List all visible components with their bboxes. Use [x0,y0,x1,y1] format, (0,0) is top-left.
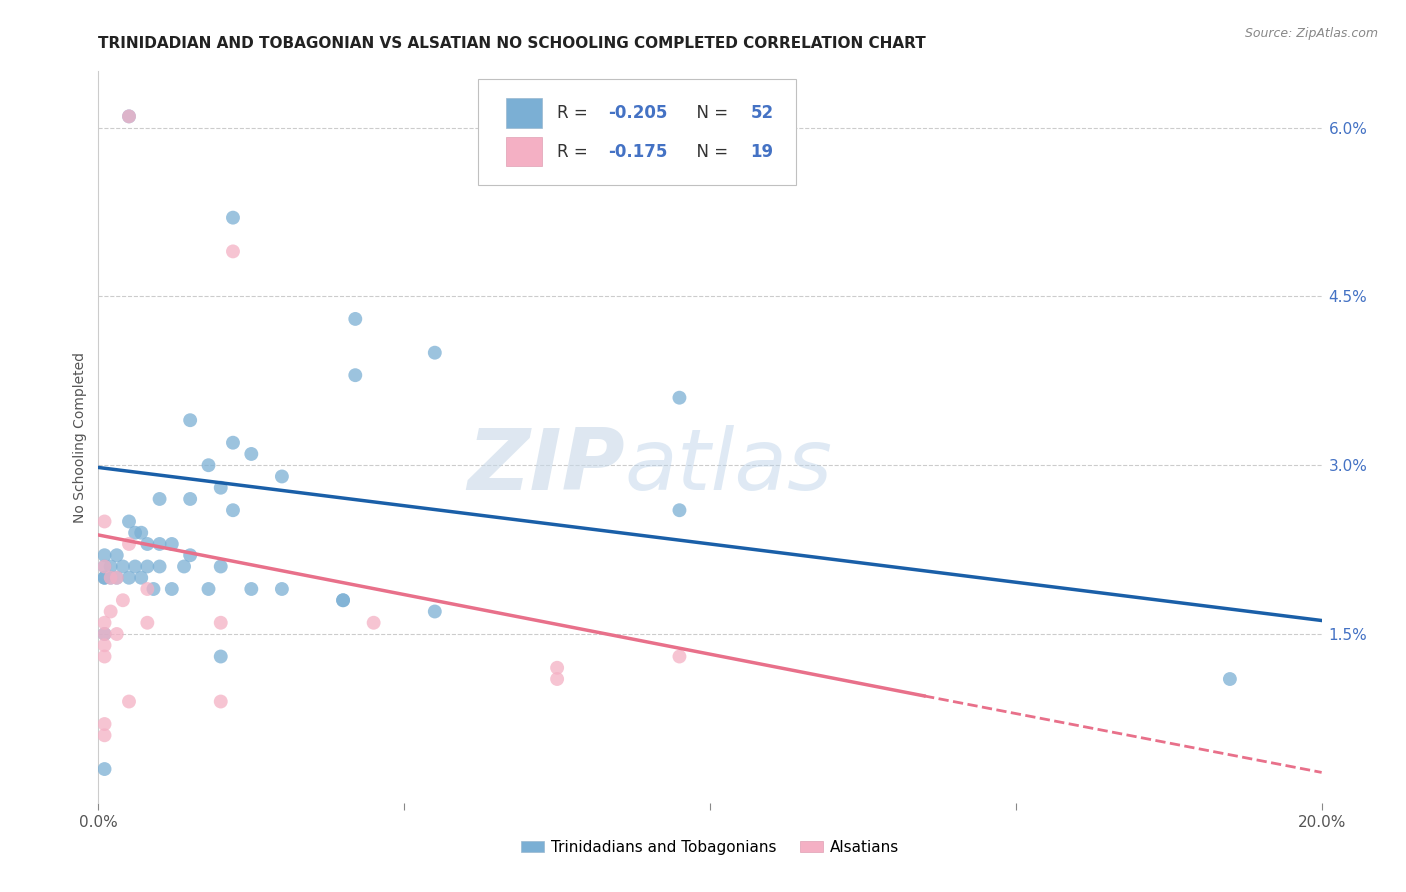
Point [93,548,115,562]
Point [344,312,367,326]
Point [105,627,128,641]
Point [93,717,115,731]
Text: 19: 19 [751,143,773,161]
Point [270,582,292,596]
Point [129,525,152,540]
Point [118,537,141,551]
Point [93,627,115,641]
Point [197,582,219,596]
Text: Source: ZipAtlas.com: Source: ZipAtlas.com [1244,27,1378,40]
Text: -0.175: -0.175 [609,143,668,161]
Point [105,548,128,562]
Point [93,728,115,742]
Point [93,571,115,585]
Point [118,694,141,708]
Point [546,672,568,686]
Point [222,211,245,225]
Point [222,503,245,517]
Point [149,491,172,506]
Point [344,368,367,383]
Point [124,559,146,574]
Point [100,571,122,585]
Point [118,571,141,585]
FancyBboxPatch shape [478,78,796,185]
Point [209,694,232,708]
Text: R =: R = [557,104,593,122]
Point [179,548,201,562]
Point [136,559,159,574]
Text: -0.205: -0.205 [609,104,668,122]
Point [93,559,115,574]
Point [423,605,446,619]
Point [136,582,159,596]
Text: ZIP: ZIP [467,425,624,508]
Point [209,649,232,664]
Point [136,537,159,551]
Point [105,571,128,585]
Text: N =: N = [686,104,733,122]
Point [546,661,568,675]
Point [111,559,134,574]
Point [160,537,183,551]
Point [209,559,232,574]
Point [100,571,122,585]
Point [209,615,232,630]
Point [332,593,354,607]
Point [179,413,201,427]
Point [93,762,115,776]
Point [118,109,141,123]
Point [423,345,446,359]
Point [93,638,115,652]
Text: N =: N = [686,143,733,161]
Point [93,559,115,574]
Point [118,515,141,529]
Point [1219,672,1241,686]
Point [179,491,201,506]
Point [149,537,172,551]
FancyBboxPatch shape [506,137,543,167]
Legend: Trinidadians and Tobagonians, Alsatians: Trinidadians and Tobagonians, Alsatians [515,834,905,861]
Point [129,571,152,585]
Point [270,469,292,483]
Point [668,503,690,517]
Point [100,605,122,619]
Point [93,649,115,664]
Point [142,582,165,596]
Point [93,571,115,585]
Point [100,559,122,574]
Text: R =: R = [557,143,593,161]
Point [240,582,263,596]
Point [668,649,690,664]
Y-axis label: No Schooling Completed: No Schooling Completed [73,351,87,523]
Text: TRINIDADIAN AND TOBAGONIAN VS ALSATIAN NO SCHOOLING COMPLETED CORRELATION CHART: TRINIDADIAN AND TOBAGONIAN VS ALSATIAN N… [98,36,927,51]
Text: atlas: atlas [624,425,832,508]
Point [93,627,115,641]
Point [118,109,141,123]
Point [222,244,245,259]
Point [363,615,385,630]
Point [209,481,232,495]
Point [136,615,159,630]
Point [149,559,172,574]
Point [332,593,354,607]
FancyBboxPatch shape [506,98,543,128]
Point [240,447,263,461]
Point [93,615,115,630]
Text: 52: 52 [751,104,773,122]
Point [173,559,195,574]
Point [222,435,245,450]
Point [93,515,115,529]
Point [546,109,568,123]
Point [160,582,183,596]
Point [111,593,134,607]
Point [124,525,146,540]
Point [197,458,219,473]
Point [668,391,690,405]
Point [105,571,128,585]
